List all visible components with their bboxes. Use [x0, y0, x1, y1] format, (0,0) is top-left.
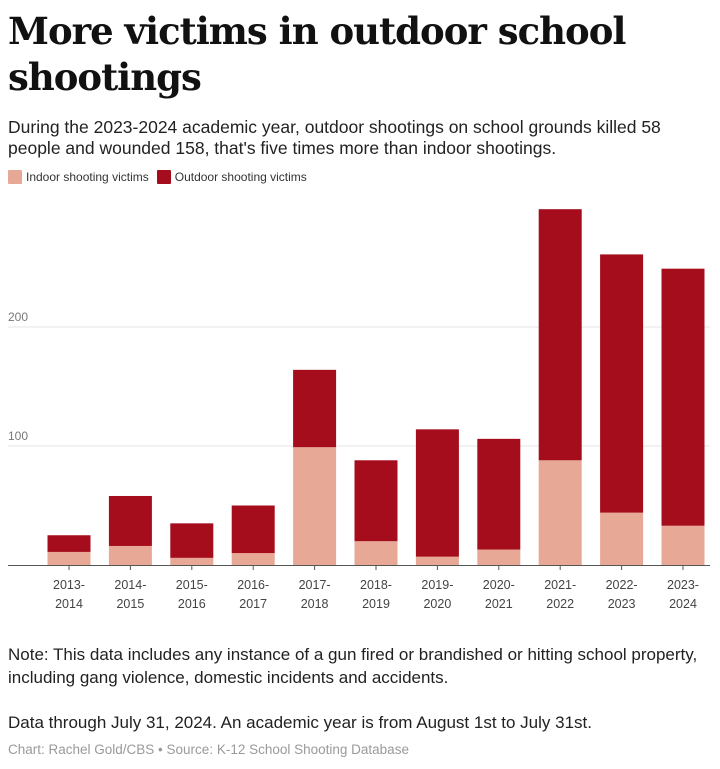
bar-indoor-0 — [47, 551, 91, 565]
legend-item-indoor: Indoor shooting victims — [8, 170, 149, 184]
x-tick-label-5-line1: 2018- — [360, 578, 392, 592]
bar-indoor-3 — [231, 553, 275, 565]
bar-outdoor-3 — [231, 505, 275, 554]
bar-outdoor-0 — [47, 535, 91, 552]
bar-indoor-2 — [170, 557, 214, 565]
bar-indoor-9 — [600, 512, 644, 565]
x-tick-label-8-line2: 2022 — [546, 597, 574, 611]
bar-indoor-4 — [293, 447, 337, 565]
stacked-bar-chart: 100 200 2013- 2014 2014- 2015 2015- 2016 2016- 20… — [8, 209, 710, 611]
bar-outdoor-5 — [354, 460, 398, 542]
x-tick-label-6-line2: 2020 — [423, 597, 451, 611]
x-tick-label-6-line1: 2019- — [421, 578, 453, 592]
chart-subtitle: During the 2023-2024 academic year, outd… — [8, 117, 661, 158]
bar-indoor-8 — [538, 460, 582, 565]
x-tick-label-4-line1: 2017- — [299, 578, 331, 592]
bar-indoor-6 — [415, 556, 459, 565]
x-tick-label-2-line1: 2015- — [176, 578, 208, 592]
legend-label-indoor: Indoor shooting victims — [26, 170, 149, 184]
data-through-note: Data through July 31, 2024. An academic … — [8, 713, 592, 732]
bar-outdoor-9 — [600, 254, 644, 513]
chart-credit: Chart: Rachel Gold/CBS • Source: K-12 Sc… — [8, 742, 409, 757]
x-tick-label-9-line1: 2022- — [606, 578, 638, 592]
legend: Indoor shooting victims Outdoor shooting… — [8, 170, 315, 184]
bar-indoor-5 — [354, 541, 398, 565]
y-tick-label-200: 200 — [8, 310, 28, 324]
bar-outdoor-4 — [293, 369, 337, 448]
x-tick-label-7-line2: 2021 — [485, 597, 513, 611]
x-tick-label-10-line2: 2024 — [669, 597, 697, 611]
bar-indoor-7 — [477, 549, 521, 565]
legend-swatch-outdoor — [156, 170, 171, 184]
y-tick-label-100: 100 — [8, 429, 28, 443]
x-tick-label-7-line1: 2020- — [483, 578, 515, 592]
x-tick-label-0-line1: 2013- — [53, 578, 85, 592]
x-tick-label-1-line1: 2014- — [114, 578, 146, 592]
x-tick-label-5-line2: 2019 — [362, 597, 390, 611]
bar-indoor-1 — [108, 545, 152, 565]
chart-title: More victims in outdoor school shootings — [8, 9, 626, 99]
x-tick-label-9-line2: 2023 — [608, 597, 636, 611]
x-tick-label-4-line2: 2018 — [301, 597, 329, 611]
bar-outdoor-10 — [661, 268, 705, 526]
chart-note: Note: This data includes any instance of… — [8, 645, 698, 687]
legend-label-outdoor: Outdoor shooting victims — [174, 170, 307, 184]
legend-item-outdoor: Outdoor shooting victims — [156, 170, 307, 184]
bar-outdoor-6 — [415, 429, 459, 557]
x-tick-label-3-line2: 2017 — [239, 597, 267, 611]
x-tick-label-1-line2: 2015 — [116, 597, 144, 611]
x-tick-label-2-line2: 2016 — [178, 597, 206, 611]
bar-outdoor-7 — [477, 438, 521, 550]
x-tick-label-0-line2: 2014 — [55, 597, 83, 611]
bar-indoor-10 — [661, 525, 705, 565]
bar-outdoor-8 — [538, 209, 582, 461]
bar-outdoor-2 — [170, 523, 214, 558]
x-tick-label-3-line1: 2016- — [237, 578, 269, 592]
x-tick-label-10-line1: 2023- — [667, 578, 699, 592]
x-tick-label-8-line1: 2021- — [544, 578, 576, 592]
bar-outdoor-1 — [108, 495, 152, 546]
legend-swatch-indoor — [8, 170, 22, 184]
